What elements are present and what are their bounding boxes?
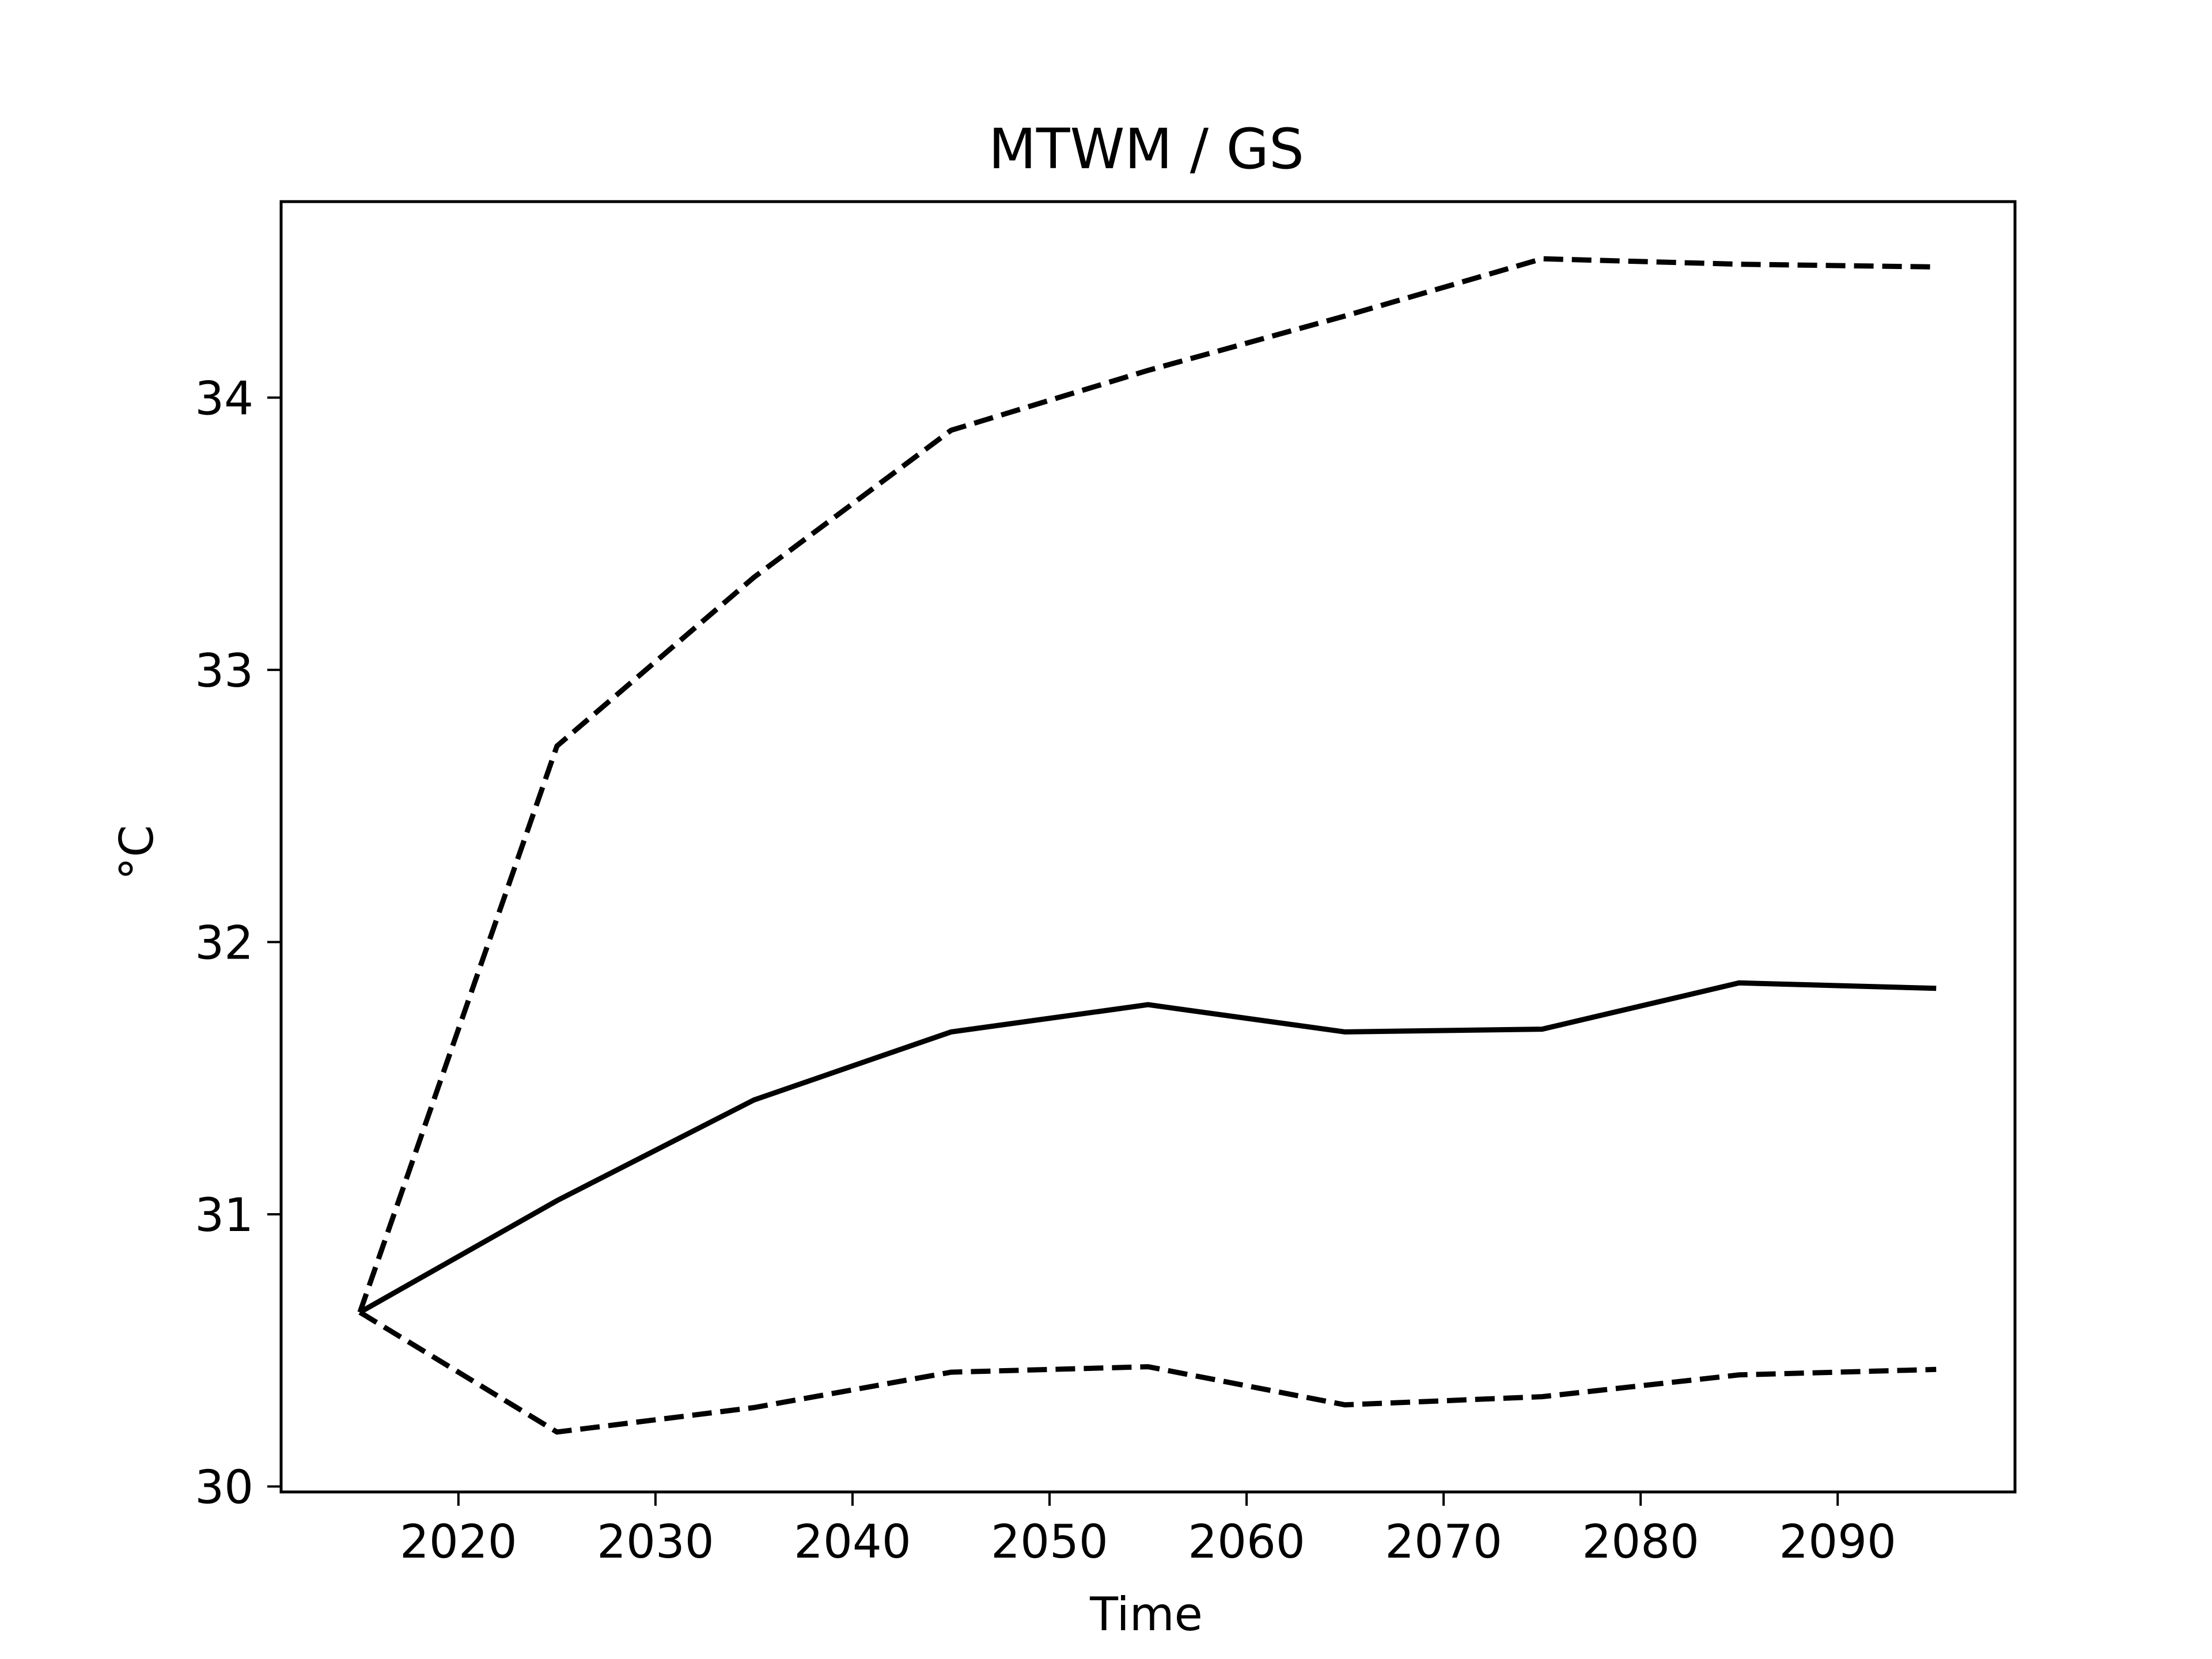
x-axis-title: Time: [1089, 1588, 1203, 1641]
series-line-3: [358, 1310, 1937, 1435]
series-layer: [357, 256, 1937, 1435]
y-axis-title: °C: [110, 825, 164, 880]
y-tick-label: 30: [195, 1461, 253, 1514]
y-tick-label: 31: [195, 1188, 253, 1242]
series-line-1: [358, 980, 1937, 1315]
chart-title: MTWM / GS: [988, 117, 1304, 181]
y-tick-label: 34: [195, 372, 253, 425]
x-tick-label: 2040: [794, 1515, 911, 1569]
x-tick-label: 2050: [991, 1515, 1108, 1569]
x-tick-label: 2080: [1582, 1515, 1699, 1569]
x-tick-label: 2030: [597, 1515, 714, 1569]
ticks-layer: 2020 2030 2040 2050 2060 2070 2080 2090 30 31 32 33…: [195, 372, 1896, 1569]
x-tick-label: 2020: [400, 1515, 517, 1569]
y-tick-label: 33: [195, 644, 253, 698]
plot-frame: [279, 200, 2017, 1494]
series-line-2: [357, 256, 1937, 1313]
x-tick-label: 2090: [1779, 1515, 1896, 1569]
x-tick-label: 2060: [1188, 1515, 1305, 1569]
x-tick-label: 2070: [1385, 1515, 1502, 1569]
y-tick-label: 32: [195, 916, 253, 969]
